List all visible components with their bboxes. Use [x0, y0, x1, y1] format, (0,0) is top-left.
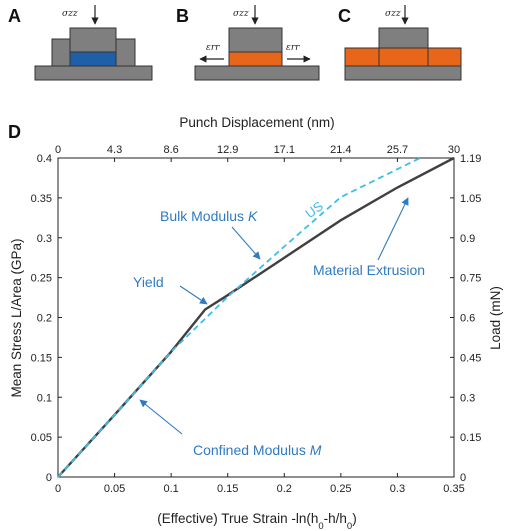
- y-tick-label: 0.35: [31, 193, 52, 205]
- panel-b: B σzz εrr εrr: [176, 5, 320, 81]
- x2-tick-label: 17.1: [274, 144, 295, 156]
- measured-series-line: [57, 156, 455, 478]
- panel-b-punch: [228, 27, 283, 53]
- y-tick-label: 0.05: [31, 432, 52, 444]
- panel-c-substrate: [344, 65, 462, 81]
- y2-tick-label: 0.6: [460, 313, 475, 325]
- panel-d: D Punch Displacement (nm) (Effective) Tr…: [8, 115, 503, 531]
- y-tick-label: 0.4: [37, 153, 52, 165]
- x-tick-label: 0: [55, 483, 61, 495]
- confined-modulus-arrow: [139, 399, 183, 435]
- right-axis-title: Load (mN): [488, 286, 503, 350]
- x-tick-label: 0.1: [163, 483, 178, 495]
- material-extrusion-arrow: [377, 197, 409, 261]
- x2-tick-label: 12.9: [217, 144, 238, 156]
- confined-modulus-annotation: Confined Modulus M: [193, 442, 322, 458]
- plot-frame: [57, 157, 455, 478]
- x-tick-label: 0.35: [443, 483, 464, 495]
- axis-ticks: 0 0.05 0.1 0.15 0.2 0.25 0.3 0.350 4.3 8.6 12.9 17.…: [31, 144, 482, 495]
- us-label: US: [302, 198, 326, 221]
- y-tick-label: 0.3: [37, 233, 52, 245]
- y2-tick-label: 0.15: [460, 432, 481, 444]
- panel-c-stress-label: σzz: [385, 9, 401, 19]
- yield-annotation: Yield: [133, 274, 164, 290]
- panel-a-substrate: [34, 65, 153, 81]
- x2-tick-label: 4.3: [107, 144, 122, 156]
- y-tick-label: 0: [46, 472, 52, 484]
- y2-tick-label: 1.05: [460, 193, 481, 205]
- x-tick-label: 0.3: [390, 483, 405, 495]
- panel-a: A σzz: [8, 5, 153, 81]
- x2-tick-label: 25.7: [387, 144, 408, 156]
- panel-d-label: D: [8, 122, 21, 142]
- x-tick-label: 0.05: [104, 483, 125, 495]
- modulus-symbol: K: [248, 208, 258, 224]
- data-series: [57, 156, 455, 478]
- y-tick-label: 0.2: [37, 313, 52, 325]
- panel-c: C σzz: [338, 5, 462, 81]
- y2-tick-label: 1.19: [460, 153, 481, 165]
- y2-tick-label: 0.75: [460, 273, 481, 285]
- panel-a-stress-label: σzz: [62, 9, 78, 19]
- panel-c-sample: [344, 47, 462, 67]
- x-tick-label: 0.25: [330, 483, 351, 495]
- top-axis-title: Punch Displacement (nm): [179, 115, 334, 130]
- panel-b-substrate: [194, 65, 320, 81]
- x-tick-label: 0.2: [277, 483, 292, 495]
- y2-tick-label: 0: [460, 472, 466, 484]
- material-extrusion-annotation: Material Extrusion: [313, 262, 425, 278]
- panel-b-strain-right: εrr: [286, 43, 300, 53]
- x-tick-label: 0.15: [217, 483, 238, 495]
- panel-c-label: C: [338, 6, 351, 26]
- y2-tick-label: 0.45: [460, 352, 481, 364]
- panel-a-label: A: [8, 6, 21, 26]
- x2-tick-label: 8.6: [163, 144, 178, 156]
- y-tick-label: 0.1: [37, 392, 52, 404]
- bulk-modulus-annotation: Bulk Modulus K: [160, 208, 258, 224]
- x2-tick-label: 30: [448, 144, 460, 156]
- panel-b-stress-label: σzz: [233, 9, 249, 19]
- y2-tick-label: 0.3: [460, 392, 475, 404]
- modulus-symbol: M: [310, 442, 322, 458]
- panel-c-punch: [378, 27, 429, 49]
- panel-b-strain-left: εrr: [206, 43, 220, 53]
- panel-b-label: B: [176, 6, 189, 26]
- yield-arrow: [179, 285, 208, 305]
- x2-tick-label: 21.4: [330, 144, 351, 156]
- left-axis-title: Mean Stress L/Area (GPa): [9, 238, 24, 397]
- y2-tick-label: 0.9: [460, 233, 475, 245]
- panel-b-sample: [228, 51, 283, 67]
- y-tick-label: 0.15: [31, 352, 52, 364]
- us-series-line: [57, 157, 421, 478]
- panel-a-sample: [69, 51, 117, 67]
- panel-a-punch: [69, 27, 117, 53]
- bottom-axis-title: (Effective) True Strain -ln(h0-h/h0): [157, 511, 356, 531]
- x2-tick-label: 0: [55, 144, 61, 156]
- bulk-modulus-arrow: [231, 226, 261, 260]
- y-tick-label: 0.25: [31, 273, 52, 285]
